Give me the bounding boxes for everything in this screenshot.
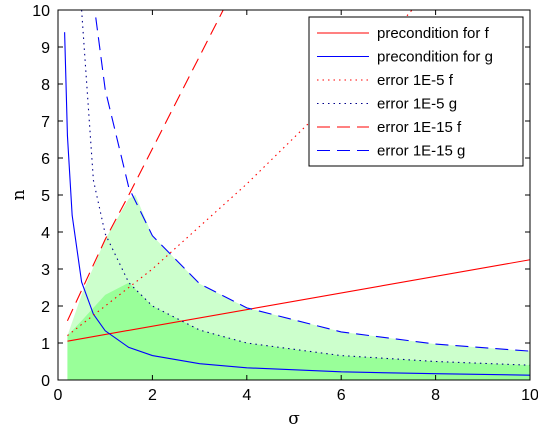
y-tick-label: 6 [41, 151, 50, 168]
legend-box [308, 16, 524, 167]
y-tick-label: 9 [41, 40, 50, 57]
x-axis-label: σ [288, 409, 300, 429]
series-line-2 [64, 32, 530, 376]
y-tick-label: 8 [41, 77, 50, 94]
y-tick-label: 4 [41, 225, 50, 242]
y-tick-label: 7 [41, 114, 50, 131]
axis-ticks: 0 2 4 6 8 10 0 1 2 3 4 5 6 7 8 9 10 [32, 3, 538, 404]
x-tick-label: 0 [54, 387, 63, 404]
y-tick-label: 2 [41, 299, 50, 316]
legend-entry: error 1E-15 f [377, 119, 462, 136]
shaded-regions [67, 195, 530, 380]
shaded-region-2 [67, 282, 530, 380]
y-tick-label: 1 [41, 336, 50, 353]
legend-entry: precondition for f [377, 25, 490, 42]
y-tick-label: 10 [32, 3, 50, 20]
series-line-6 [95, 17, 530, 352]
y-tick-label: 0 [41, 373, 50, 390]
x-tick-label: 6 [337, 387, 346, 404]
legend: precondition for f precondition for g erro… [308, 16, 524, 167]
legend-entry: error 1E-5 f [377, 72, 454, 89]
legend-entry: error 1E-5 g [377, 96, 457, 113]
legend-entry: error 1E-15 g [377, 143, 465, 160]
legend-entry: precondition for g [377, 49, 493, 66]
series-line-5 [66, 10, 224, 322]
series-line-3 [67, 10, 413, 337]
series-lines [64, 10, 530, 376]
series-line-1 [67, 259, 530, 342]
x-tick-label: 10 [521, 387, 538, 404]
y-tick-label: 5 [41, 188, 50, 205]
y-tick-label: 3 [41, 262, 50, 279]
series-line-4 [81, 10, 530, 366]
x-tick-label: 8 [431, 387, 440, 404]
y-axis-label: n [9, 189, 29, 200]
x-tick-label: 2 [148, 387, 157, 404]
x-tick-label: 4 [242, 387, 251, 404]
